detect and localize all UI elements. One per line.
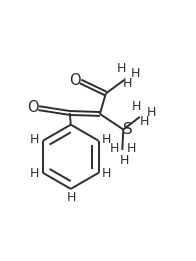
Text: H: H: [146, 105, 156, 118]
Text: H: H: [66, 191, 76, 204]
Text: S: S: [123, 122, 132, 137]
Text: H: H: [139, 115, 149, 128]
Text: H: H: [132, 100, 141, 113]
Text: H: H: [102, 133, 111, 146]
Text: H: H: [102, 167, 111, 180]
Text: H: H: [117, 62, 126, 75]
Text: H: H: [30, 133, 39, 146]
Text: H: H: [123, 77, 132, 90]
Text: H: H: [131, 67, 140, 80]
Text: H: H: [127, 141, 136, 155]
Text: O: O: [27, 100, 39, 115]
Text: O: O: [69, 73, 81, 88]
Text: H: H: [120, 153, 129, 167]
Text: H: H: [110, 141, 120, 155]
Text: H: H: [30, 167, 39, 180]
